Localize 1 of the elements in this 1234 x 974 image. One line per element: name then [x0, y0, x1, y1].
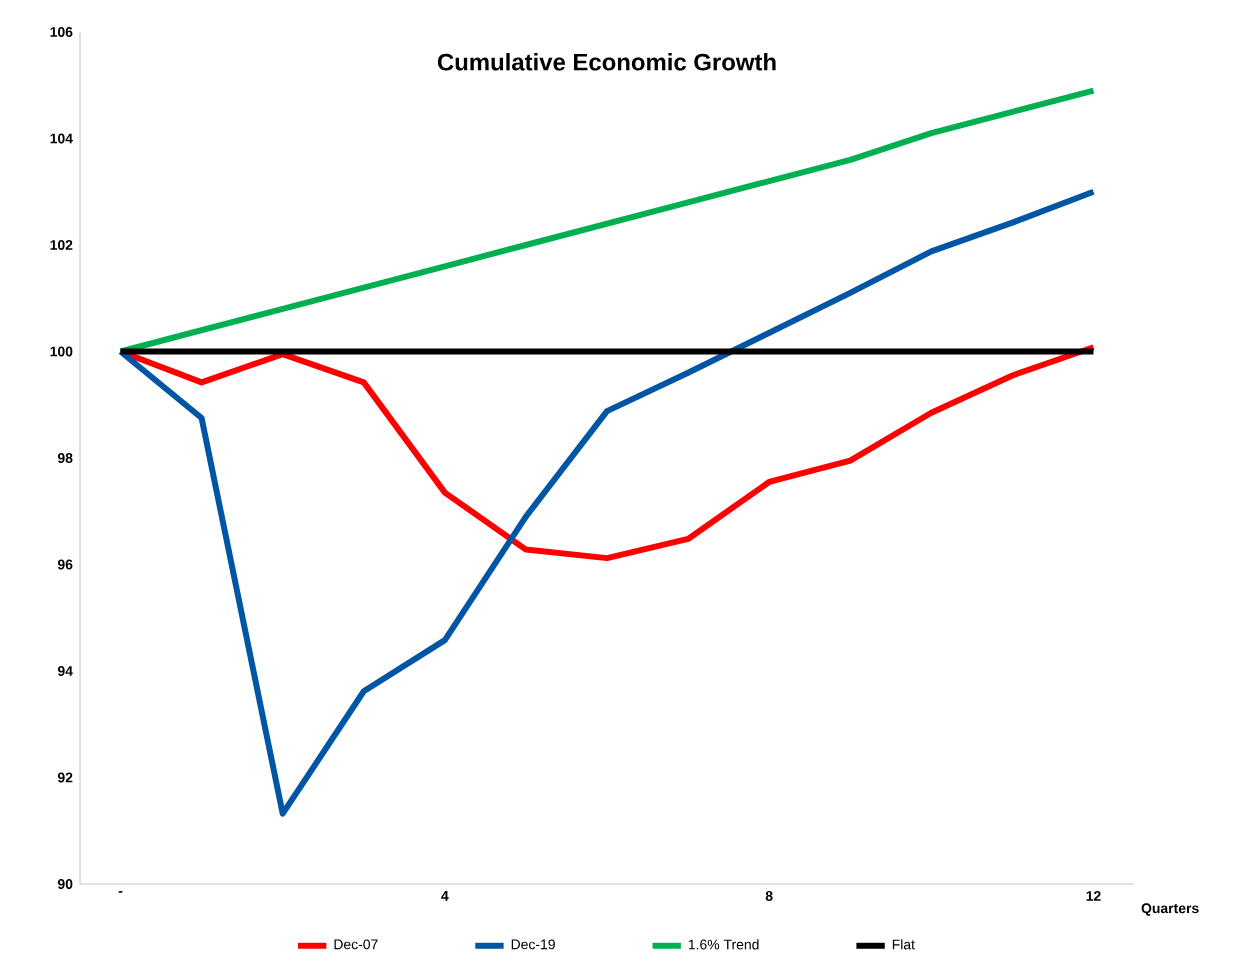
text: Cumulative Economic Growth	[437, 53, 776, 71]
